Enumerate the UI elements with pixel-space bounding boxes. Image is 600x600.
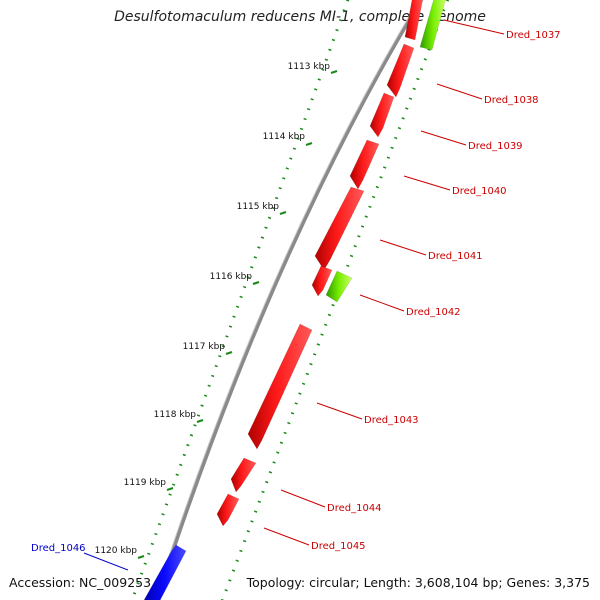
gene-label-dred-1037[interactable]: Dred_1037 <box>443 19 561 41</box>
label-connector <box>436 83 483 100</box>
gene-name[interactable]: Dred_1039 <box>468 141 523 152</box>
tick-label: 1120 kbp <box>95 546 138 556</box>
tick-7: 1119 kbp <box>124 478 174 492</box>
topology-text: Topology: circular; Length: 3,608,104 bp… <box>246 575 590 590</box>
gene-feature[interactable] <box>314 186 365 271</box>
tick-mark <box>225 350 233 356</box>
tick-3: 1115 kbp <box>237 202 287 216</box>
tick-8: 1120 kbp <box>95 546 145 560</box>
tick-4: 1116 kbp <box>210 272 260 286</box>
gene-name[interactable]: Dred_1037 <box>506 30 561 41</box>
gene-name[interactable]: Dred_1042 <box>406 307 461 318</box>
tick-6: 1118 kbp <box>154 410 204 424</box>
tick-mark <box>330 69 338 75</box>
label-connector <box>280 489 326 508</box>
tick-label: 1118 kbp <box>154 410 197 420</box>
tick-mark <box>279 210 287 216</box>
gene-feature[interactable] <box>325 270 353 303</box>
tick-label: 1119 kbp <box>124 478 167 488</box>
label-connector <box>403 175 451 191</box>
label-connector <box>359 294 405 312</box>
tick-label: 1117 kbp <box>183 342 226 352</box>
gene-label-dred-1038[interactable]: Dred_1038 <box>436 83 539 106</box>
tick-mark <box>196 418 204 424</box>
gene-feature[interactable] <box>404 0 423 41</box>
tick-mark <box>305 141 313 147</box>
tick-2: 1114 kbp <box>263 132 313 147</box>
map-title: Desulfotomaculum reducens MI-1, complete… <box>114 9 486 25</box>
label-connector <box>83 552 129 571</box>
gene-feature[interactable] <box>419 0 446 51</box>
gene-name[interactable]: Dred_1043 <box>364 415 419 426</box>
gene-name[interactable]: Dred_1040 <box>452 186 507 197</box>
gene-name[interactable]: Dred_1045 <box>311 541 366 552</box>
gene-label-dred-1039[interactable]: Dred_1039 <box>420 130 523 152</box>
gene-name[interactable]: Dred_1041 <box>428 251 483 262</box>
label-connector <box>263 527 310 546</box>
genome-backbone <box>154 0 424 600</box>
gene-feature[interactable] <box>349 139 380 190</box>
label-connector <box>379 239 427 256</box>
label-connector <box>316 402 363 420</box>
tick-mark <box>137 554 145 560</box>
gene-label-dred-1040[interactable]: Dred_1040 <box>403 175 507 197</box>
gene-label-dred-1043[interactable]: Dred_1043 <box>316 402 419 426</box>
tick-mark <box>252 280 260 286</box>
gene-label-dred-1042[interactable]: Dred_1042 <box>359 294 461 318</box>
gene-name[interactable]: Dred_1038 <box>484 95 539 106</box>
tick-1: 1113 kbp <box>288 62 338 75</box>
label-connector <box>443 19 505 35</box>
gene-feature[interactable] <box>369 92 395 138</box>
tick-label: 1115 kbp <box>237 202 280 212</box>
gene-feature[interactable] <box>247 323 313 450</box>
tick-label: 1114 kbp <box>263 132 306 142</box>
tick-5: 1117 kbp <box>183 342 233 356</box>
label-connector <box>420 130 467 146</box>
gene-label-dred-1045[interactable]: Dred_1045 <box>263 527 366 552</box>
accession-text: Accession: NC_009253 <box>9 575 152 590</box>
gene-name[interactable]: Dred_1044 <box>327 503 382 514</box>
tick-mark <box>166 486 174 492</box>
gene-feature[interactable] <box>311 265 333 297</box>
tick-label: 1113 kbp <box>288 62 331 72</box>
gene-feature[interactable] <box>216 493 240 527</box>
gene-label-dred-1041[interactable]: Dred_1041 <box>379 239 483 262</box>
tick-label: 1116 kbp <box>210 272 253 282</box>
gene-feature[interactable] <box>230 457 257 493</box>
gene-label-dred-1044[interactable]: Dred_1044 <box>280 489 382 514</box>
gene-name[interactable]: Dred_1046 <box>31 543 86 554</box>
tick-ring-inner <box>130 0 350 600</box>
gene-feature[interactable] <box>143 544 187 600</box>
gene-feature[interactable] <box>386 43 415 98</box>
gene-label-dred-1046[interactable]: Dred_1046 <box>31 543 129 571</box>
